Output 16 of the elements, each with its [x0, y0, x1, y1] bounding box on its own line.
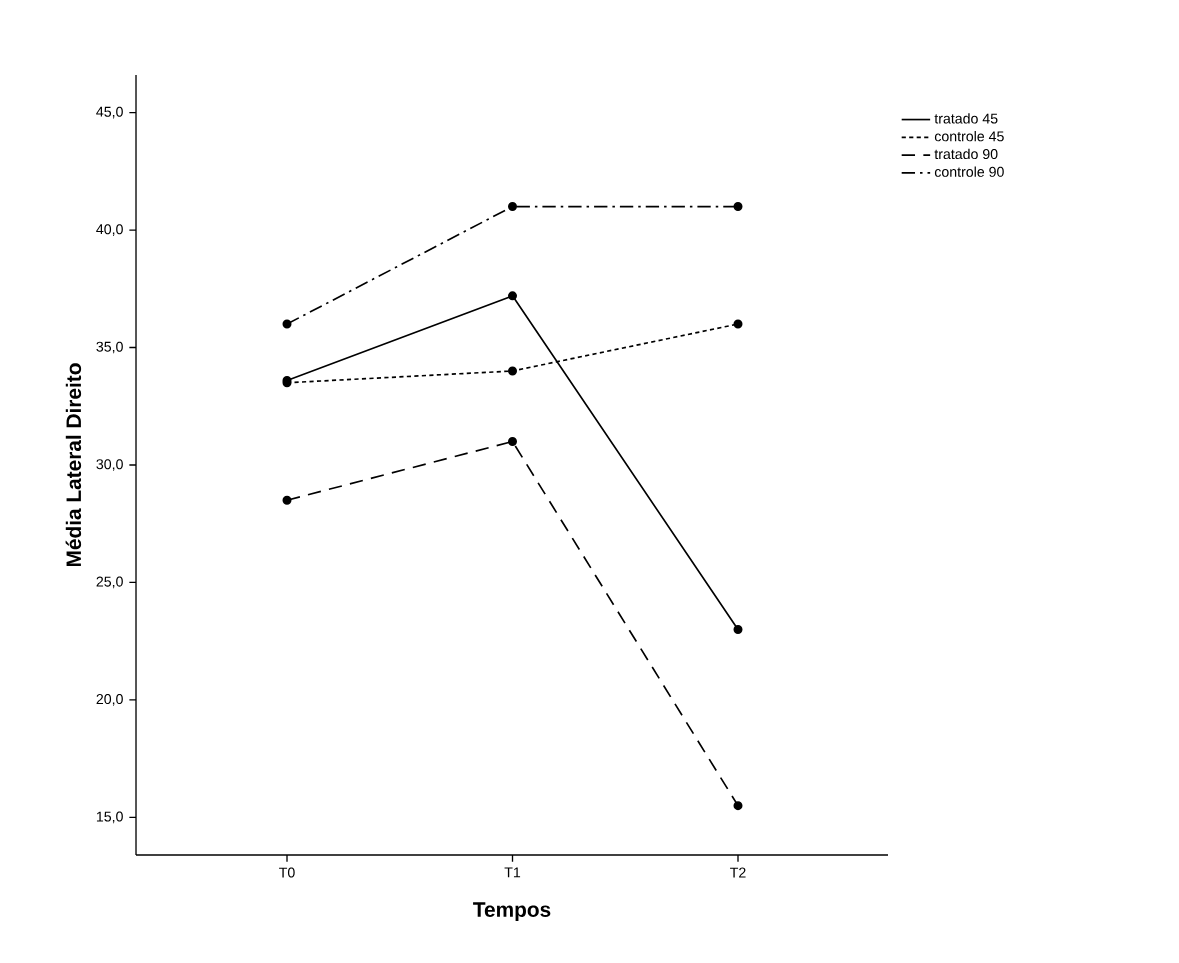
- x-axis-title: Tempos: [473, 902, 551, 921]
- y-tick-label: 40,0: [96, 224, 123, 236]
- y-tick-label: 45,0: [96, 106, 123, 119]
- y-tick-label: 15,0: [96, 811, 123, 824]
- y-axis-title: Média Lateral Direito: [65, 363, 82, 567]
- legend-label: controle 90: [934, 166, 1004, 177]
- y-tick-label: 20,0: [96, 694, 123, 706]
- y-tick-label: 35,0: [96, 341, 123, 354]
- legend-label: tratado 90: [934, 148, 998, 160]
- x-tick-label: T0: [279, 867, 295, 878]
- y-tick-label: 25,0: [96, 576, 123, 589]
- legend-label: tratado 45: [934, 113, 998, 124]
- x-tick-label: T1: [504, 867, 521, 878]
- y-tick-label: 30,0: [96, 459, 123, 471]
- x-tick-label: T2: [730, 867, 746, 878]
- legend-label: controle 45: [934, 130, 1004, 142]
